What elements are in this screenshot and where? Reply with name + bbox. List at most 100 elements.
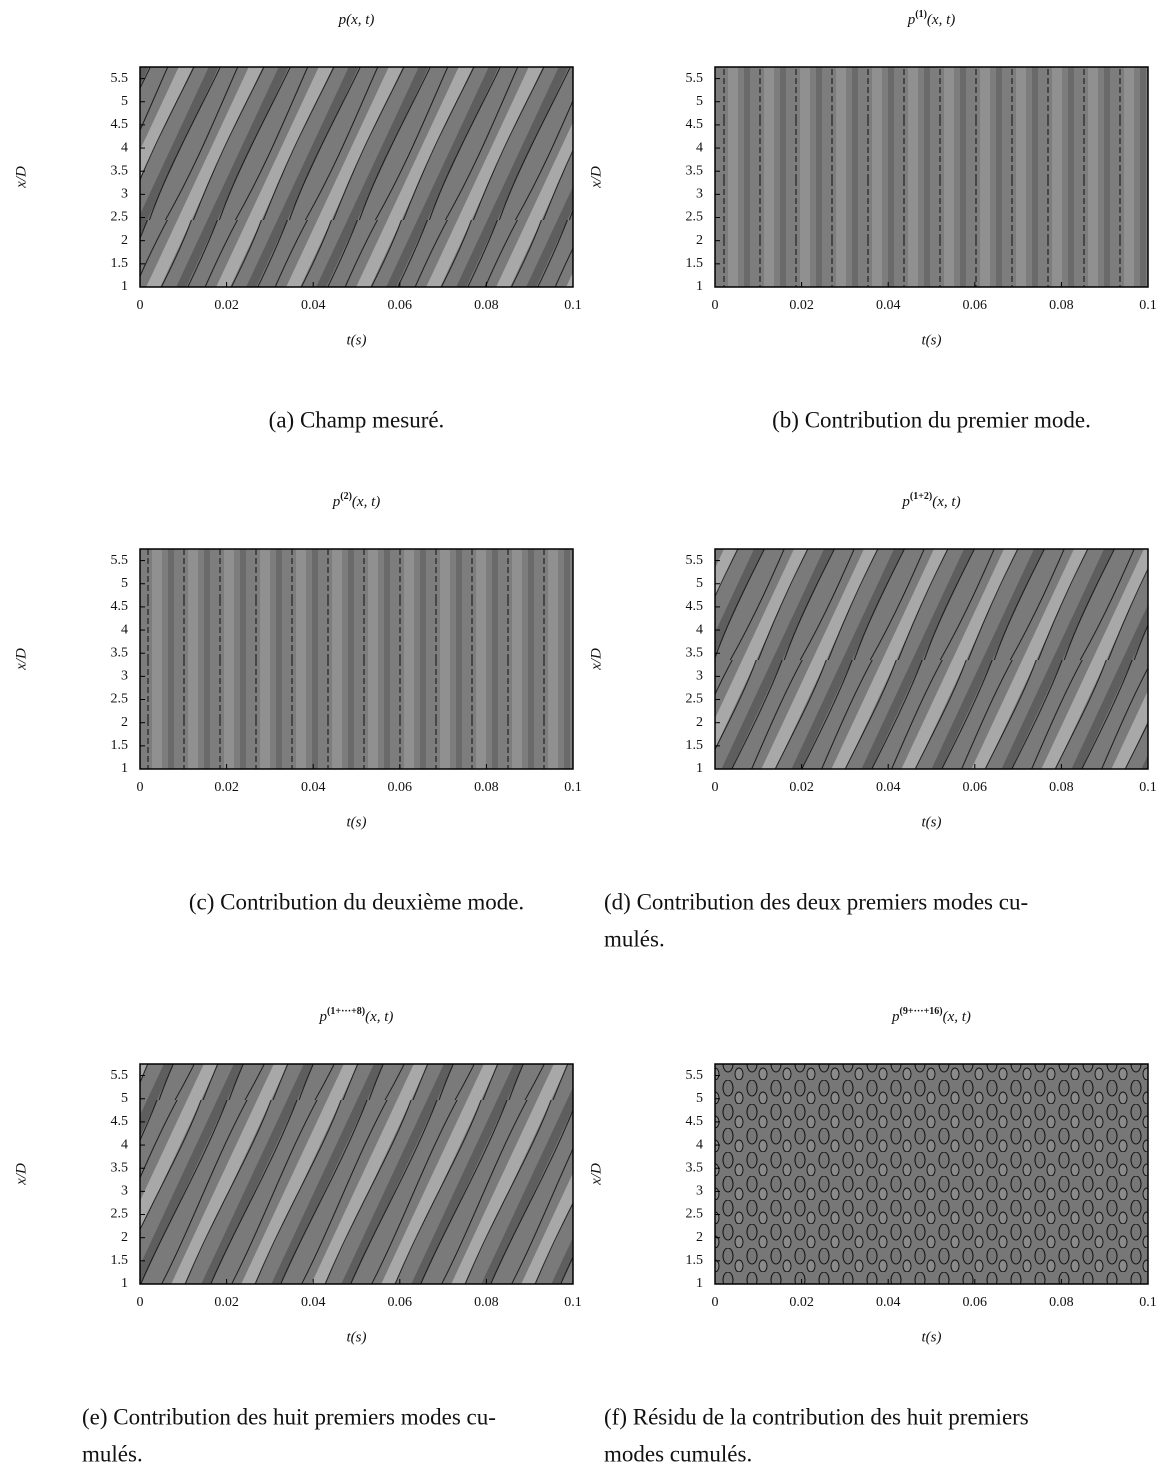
plot-frame xyxy=(139,548,574,770)
field-texture xyxy=(715,1064,1148,1284)
title-args: (x, t) xyxy=(927,12,955,28)
title-base: p xyxy=(891,1009,900,1025)
y-tick-label: 3 xyxy=(696,187,703,202)
y-tick-label: 4.5 xyxy=(111,599,129,614)
y-tick-label: 5 xyxy=(696,94,703,109)
y-tick-label: 3.5 xyxy=(111,645,129,660)
y-tick-label: 3.5 xyxy=(686,1160,704,1175)
y-tick-label: 1.5 xyxy=(111,738,129,753)
caption: modes cumulés. xyxy=(604,1441,752,1466)
panel-title: p(1+2)(x, t) xyxy=(901,491,960,510)
x-tick-label: 0.02 xyxy=(214,298,239,313)
y-axis-label: x/D xyxy=(588,1163,604,1186)
plot-frame xyxy=(714,1063,1149,1285)
caption: (c) Contribution du deuxième mode. xyxy=(189,889,524,914)
y-axis-label: x/D xyxy=(13,1163,29,1186)
x-tick-label: 0.06 xyxy=(963,298,988,313)
y-tick-label: 4.5 xyxy=(686,1114,704,1129)
title-args: (x, t) xyxy=(346,12,374,28)
x-tick-label: 0.02 xyxy=(789,298,814,313)
x-tick-label: 0.04 xyxy=(876,298,901,313)
y-tick-label: 4 xyxy=(121,622,128,637)
y-tick-label: 4.5 xyxy=(686,117,704,132)
y-tick-label: 1 xyxy=(696,279,703,294)
y-tick-label: 5 xyxy=(121,94,128,109)
x-tick-label: 0.1 xyxy=(1139,298,1157,313)
y-tick-label: 3.5 xyxy=(686,645,704,660)
x-tick-label: 0.1 xyxy=(564,780,582,795)
x-tick-label: 0.02 xyxy=(214,1295,239,1310)
title-sup: (1+2) xyxy=(910,491,932,502)
y-tick-label: 3.5 xyxy=(111,1160,129,1175)
y-tick-label: 2 xyxy=(121,1230,128,1245)
plot-frame xyxy=(714,548,1149,770)
plot-frame xyxy=(139,66,574,288)
y-tick-label: 5 xyxy=(121,576,128,591)
y-tick-label: 4 xyxy=(696,140,703,155)
x-tick-label: 0.04 xyxy=(301,780,326,795)
panel-title: p(1)(x, t) xyxy=(907,9,956,28)
x-tick-label: 0.04 xyxy=(876,780,901,795)
y-tick-label: 2 xyxy=(121,233,128,248)
x-tick-label: 0.06 xyxy=(388,780,413,795)
title-base: p xyxy=(907,12,916,28)
y-tick-label: 1 xyxy=(121,761,128,776)
x-axis-label: t(s) xyxy=(922,814,942,830)
x-tick-label: 0.08 xyxy=(474,780,499,795)
y-tick-label: 5.5 xyxy=(686,553,704,568)
x-tick-label: 0.1 xyxy=(564,1295,582,1310)
x-axis-label: t(s) xyxy=(922,332,942,348)
y-tick-label: 5.5 xyxy=(111,1068,129,1083)
y-tick-label: 5 xyxy=(121,1091,128,1106)
y-tick-label: 1.5 xyxy=(686,738,704,753)
y-tick-label: 3.5 xyxy=(111,163,129,178)
x-tick-label: 0.02 xyxy=(789,780,814,795)
y-tick-label: 3 xyxy=(121,1184,128,1199)
title-base: p xyxy=(338,12,347,28)
y-tick-label: 5.5 xyxy=(111,553,129,568)
x-axis-label: t(s) xyxy=(347,1329,367,1345)
y-tick-label: 4.5 xyxy=(686,599,704,614)
x-tick-label: 0.1 xyxy=(1139,780,1157,795)
y-tick-label: 1.5 xyxy=(686,256,704,271)
y-tick-label: 4 xyxy=(696,1137,703,1152)
field-texture xyxy=(140,1064,573,1284)
y-tick-label: 5.5 xyxy=(111,71,129,86)
x-tick-label: 0.06 xyxy=(388,1295,413,1310)
x-tick-label: 0.08 xyxy=(1049,1295,1074,1310)
y-tick-label: 2.5 xyxy=(686,210,704,225)
y-tick-label: 1 xyxy=(121,279,128,294)
x-tick-label: 0 xyxy=(137,298,144,313)
y-tick-label: 4 xyxy=(696,622,703,637)
x-tick-label: 0.02 xyxy=(789,1295,814,1310)
title-sup: (1) xyxy=(915,9,927,20)
caption: (f) Résidu de la contribution des huit p… xyxy=(604,1404,1029,1429)
y-tick-label: 3.5 xyxy=(686,163,704,178)
caption: mulés. xyxy=(82,1441,143,1466)
y-tick-label: 4 xyxy=(121,140,128,155)
title-sup: (9+···+16) xyxy=(900,1006,943,1017)
y-axis-label: x/D xyxy=(13,648,29,671)
title-sup: (1+···+8) xyxy=(327,1006,365,1017)
caption: (a) Champ mesuré. xyxy=(269,407,445,432)
caption: (d) Contribution des deux premiers modes… xyxy=(604,889,1028,914)
panel-title: p(2)(x, t) xyxy=(332,491,381,510)
title-args: (x, t) xyxy=(943,1009,971,1025)
y-tick-label: 2.5 xyxy=(111,210,129,225)
y-tick-label: 1 xyxy=(121,1276,128,1291)
y-tick-label: 2.5 xyxy=(686,1207,704,1222)
y-tick-label: 4.5 xyxy=(111,117,129,132)
title-args: (x, t) xyxy=(932,494,960,510)
x-tick-label: 0 xyxy=(712,1295,719,1310)
plot-frame xyxy=(714,66,1149,288)
caption: (e) Contribution des huit premiers modes… xyxy=(82,1404,496,1429)
x-tick-label: 0.08 xyxy=(1049,780,1074,795)
caption: (b) Contribution du premier mode. xyxy=(772,407,1091,432)
title-sup: (2) xyxy=(340,491,352,502)
y-tick-label: 4.5 xyxy=(111,1114,129,1129)
x-tick-label: 0.06 xyxy=(963,1295,988,1310)
field-texture xyxy=(140,67,573,287)
y-tick-label: 1 xyxy=(696,1276,703,1291)
